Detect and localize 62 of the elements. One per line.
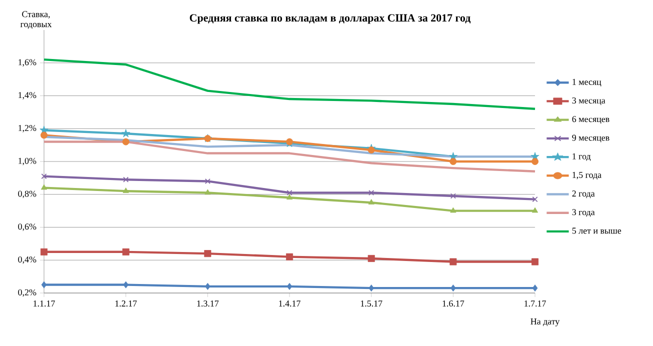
point — [204, 282, 210, 290]
point — [532, 196, 538, 202]
x-axis-title: На дату — [530, 318, 560, 326]
point — [532, 207, 538, 213]
point — [123, 176, 129, 182]
legend-label: 2 года — [572, 190, 595, 198]
point — [204, 178, 210, 184]
y-tick-label: 0,2% — [18, 289, 36, 297]
legend-label: 1,5 года — [572, 172, 602, 180]
point — [40, 132, 48, 139]
x-tick-label: 1.4.17 — [279, 300, 300, 307]
point — [368, 190, 374, 196]
point — [532, 158, 539, 165]
legend-label: 3 года — [572, 209, 595, 217]
point — [40, 184, 48, 190]
point — [450, 158, 457, 165]
point — [40, 248, 48, 256]
legend-label: 5 лет и выше — [572, 228, 622, 234]
legend-label: 1 месяц — [572, 78, 602, 87]
y-tick-label: 1,4% — [18, 92, 36, 100]
legend-label: 3 месяца — [572, 97, 606, 106]
point — [122, 188, 129, 193]
point — [41, 281, 47, 288]
point — [368, 254, 375, 262]
chart-title: Средняя ставка по вкладам в долларах США за 2017 год — [190, 14, 471, 24]
point — [204, 189, 211, 195]
point — [122, 248, 130, 256]
legend-label: 6 месяцев — [572, 116, 610, 124]
point — [532, 258, 539, 266]
y-tick-label: 1,6% — [18, 59, 36, 67]
point — [368, 284, 374, 292]
point — [532, 284, 538, 292]
point — [368, 146, 375, 154]
point — [122, 129, 130, 138]
point — [286, 190, 292, 196]
y-tick-label: 0,8% — [18, 190, 36, 198]
y-axis-title: Ставка, годовых — [20, 11, 52, 29]
legend-label: 1 год — [572, 153, 591, 161]
point — [450, 258, 457, 266]
x-tick-label: 1.3.17 — [197, 300, 219, 307]
point — [286, 253, 294, 260]
x-tick-label: 1.7.17 — [524, 300, 546, 307]
y-tick-label: 0,4% — [18, 256, 36, 264]
legend-label: 9 месяцев — [572, 134, 610, 142]
point — [286, 194, 293, 200]
point — [368, 199, 374, 204]
point — [286, 282, 292, 290]
point — [450, 207, 456, 213]
x-tick-label: 1.2.17 — [115, 300, 137, 307]
y-tick-label: 1,0% — [18, 158, 36, 166]
point — [122, 138, 130, 146]
point — [204, 250, 212, 258]
y-tick-label: 1,2% — [18, 124, 36, 132]
line-series — [42, 58, 536, 110]
point — [450, 193, 456, 199]
y-tick-label: 0,6% — [18, 224, 36, 231]
x-tick-label: 1.1.17 — [34, 300, 55, 307]
point — [450, 284, 456, 292]
x-tick-label: 1.5.17 — [360, 300, 382, 307]
point — [123, 281, 129, 288]
x-tick-label: 1.6.17 — [442, 300, 464, 307]
point — [41, 174, 47, 180]
